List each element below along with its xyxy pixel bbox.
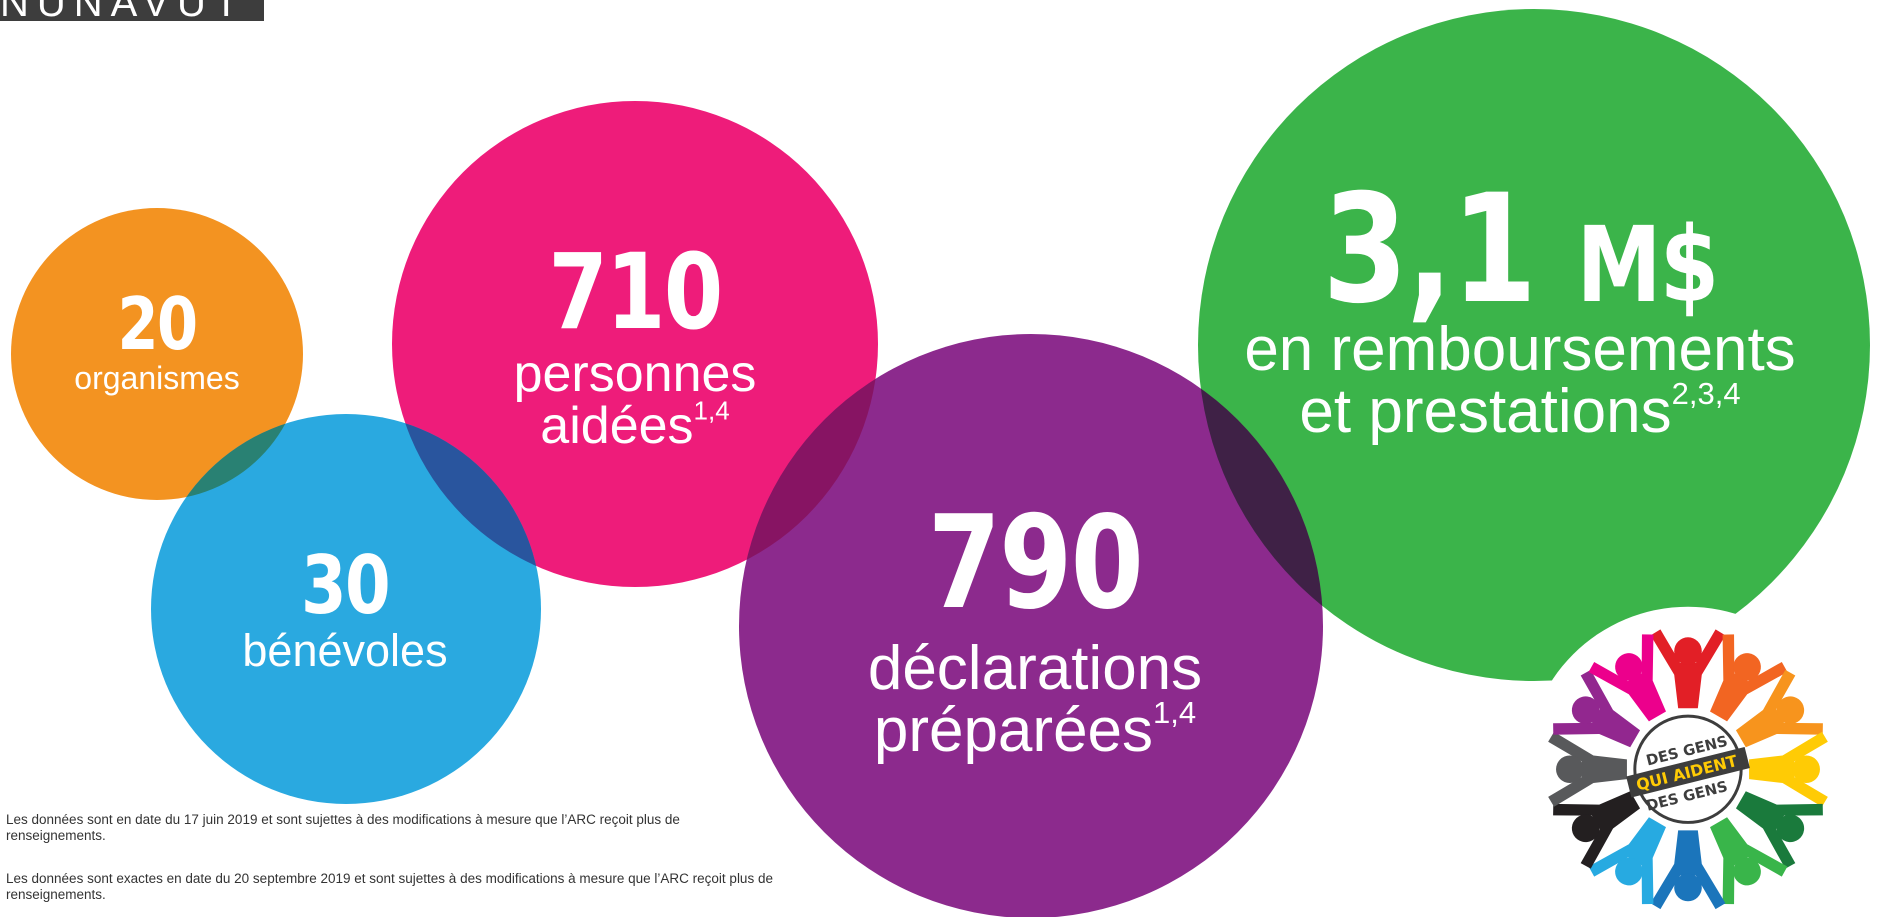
people-helped-value: 710 [548,231,723,353]
refunds-notes: 2,3,4 [1671,376,1741,412]
footnote-2: Les données sont exactes en date du 20 s… [6,871,773,902]
orange-circle [11,208,303,500]
pink-circle [392,101,878,587]
stat-organizations: 20 organismes [37,288,277,394]
returns-label-1: déclarations [867,634,1203,703]
logo-figures [1548,629,1828,910]
refunds-value: 3,1 [1322,163,1537,337]
logo-person-figure [1650,830,1726,910]
logo-person-figure [1650,629,1726,709]
stat-people-helped: 710 personnes aidées1,4 [445,240,825,452]
logo-person-figure [1710,634,1788,722]
green-circle [1198,9,1870,681]
logo-person-figure [1553,791,1641,869]
refunds-label-2: et prestations2,3,4 [1299,376,1741,446]
logo-person-figure [1735,669,1823,748]
logo-person-figure [1749,731,1828,807]
volunteers-value: 30 [300,539,391,632]
logo-person-figure [1588,634,1666,722]
logo-band [1626,746,1750,798]
stat-volunteers: 30 bénévoles [220,539,470,676]
logo-person-figure [1548,731,1627,807]
region-title: NUNAVUT [0,0,246,21]
logo-person-figure [1553,669,1641,748]
footnote-1: Les données sont en date du 17 juin 2019… [6,812,680,843]
refunds-unit: M$ [1576,204,1720,326]
refunds-value-line: 3,1 M$ [1282,175,1758,325]
people-helped-label-2: aidées1,4 [540,395,730,455]
volunteers-label: bénévoles [242,625,448,676]
people-helped-label-1: personnes [513,345,757,403]
returns-value: 790 [927,489,1144,638]
logo-person-figure [1710,817,1788,905]
blue-circle [151,414,541,804]
returns-label-2: préparées1,4 [873,695,1197,765]
stat-returns-prepared: 790 déclarations préparées1,4 [835,500,1235,762]
refunds-label-1: en remboursements [1244,315,1796,384]
purple-circle [739,334,1323,917]
organizations-label: organismes [74,360,240,396]
people-helped-notes: 1,4 [693,395,730,426]
logo-person-figure [1735,791,1823,869]
region-tab: NUNAVUT [0,0,264,21]
organizations-value: 20 [117,282,199,366]
stat-refunds: 3,1 M$ en remboursements et prestations2… [1230,175,1810,443]
returns-notes: 1,4 [1153,695,1197,731]
logo-person-figure [1588,817,1666,905]
people-helping-people-logo: DES GENS QUI AIDENT DES GENS [1525,606,1851,917]
